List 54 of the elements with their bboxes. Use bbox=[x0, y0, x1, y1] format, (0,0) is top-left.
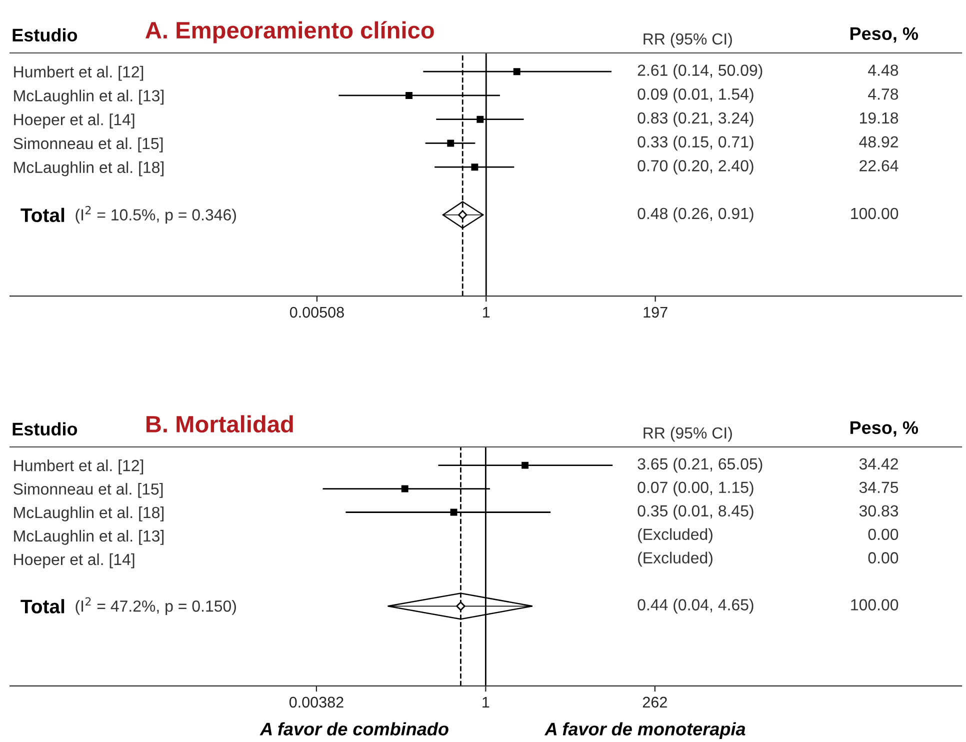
annotation: 34.42 bbox=[859, 458, 898, 470]
annotation: 0.70 (0.20, 2.40) bbox=[638, 160, 754, 175]
text: A favor de combinado bbox=[260, 722, 448, 736]
text: RR (95% CI) bbox=[644, 32, 732, 48]
text: Peso, % bbox=[850, 27, 918, 43]
annotation: 0.33 (0.15, 0.71) bbox=[638, 136, 754, 151]
annotation: 100.00 bbox=[851, 208, 898, 220]
y-tick-label: Hoeper et al. [14] bbox=[14, 114, 134, 128]
x-tick-label: 197 bbox=[644, 306, 668, 318]
annotation: 0.83 (0.21, 3.24) bbox=[638, 112, 754, 127]
x-tick-label: 1 bbox=[483, 307, 490, 318]
chart-title: A. Empeoramiento clínico bbox=[145, 21, 434, 44]
annotation: 0.07 (0.00, 1.15) bbox=[638, 481, 754, 496]
y-tick-label: Humbert et al. [12] bbox=[14, 66, 144, 81]
annotation: 100.00 bbox=[851, 599, 898, 610]
text: Peso, % bbox=[850, 421, 918, 437]
y-tick-label: Simonneau et al. [15] bbox=[14, 482, 163, 498]
annotation: 0.00 bbox=[868, 528, 898, 540]
annotation: 0.09 (0.01, 1.54) bbox=[638, 88, 754, 103]
annotation: 2.61 (0.14, 50.09) bbox=[638, 64, 762, 80]
annotation: 22.64 bbox=[860, 160, 898, 172]
text: A favor de monoterapia bbox=[544, 722, 746, 740]
annotation: (Excluded) bbox=[638, 552, 712, 567]
chart-title: B. Mortalidad bbox=[146, 415, 293, 433]
annotation: 4.48 bbox=[868, 64, 898, 76]
y-tick-label: McLaughlin et al. [18] bbox=[14, 161, 164, 176]
x-tick-label: 1 bbox=[482, 696, 490, 708]
x-tick-label: 262 bbox=[642, 696, 667, 708]
y-tick-label: McLaughlin et al. [18] bbox=[14, 506, 164, 522]
text: RR (95% CI) bbox=[644, 426, 732, 442]
text: Estudio bbox=[12, 422, 78, 436]
annotation: 0.48 (0.26, 0.91) bbox=[638, 207, 754, 222]
text: Estudio bbox=[12, 28, 78, 42]
y-tick-label: Hoeper et al. [14] bbox=[14, 553, 134, 568]
annotation: 19.18 bbox=[860, 112, 898, 124]
annotation: (Excluded) bbox=[638, 528, 712, 544]
annotation: 4.78 bbox=[868, 88, 898, 100]
annotation: 3.65 (0.21, 65.05) bbox=[638, 458, 762, 473]
annotation: 48.92 bbox=[859, 136, 898, 148]
y-tick-label: McLaughlin et al. [13] bbox=[14, 90, 164, 105]
annotation: 0.00 bbox=[868, 552, 898, 564]
annotation: (I$^{2}$ = 47.2%, p = 0.150) bbox=[76, 597, 236, 615]
y-tick-label: Total bbox=[20, 599, 64, 614]
y-tick-label: Humbert et al. [12] bbox=[14, 460, 144, 474]
annotation: 34.75 bbox=[859, 482, 898, 494]
y-tick-label: McLaughlin et al. [13] bbox=[14, 530, 164, 545]
x-tick-label: 0.00508 bbox=[290, 306, 344, 318]
annotation: (I$^{2}$ = 10.5%, p = 0.346) bbox=[76, 206, 236, 224]
annotation: 0.44 (0.04, 4.65) bbox=[638, 598, 754, 614]
annotation: 30.83 bbox=[859, 505, 898, 517]
y-tick-label: Total bbox=[20, 208, 64, 222]
y-tick-label: Simonneau et al. [15] bbox=[14, 137, 163, 152]
x-tick-label: 0.00382 bbox=[289, 696, 344, 708]
annotation: 0.35 (0.01, 8.45) bbox=[638, 504, 754, 520]
